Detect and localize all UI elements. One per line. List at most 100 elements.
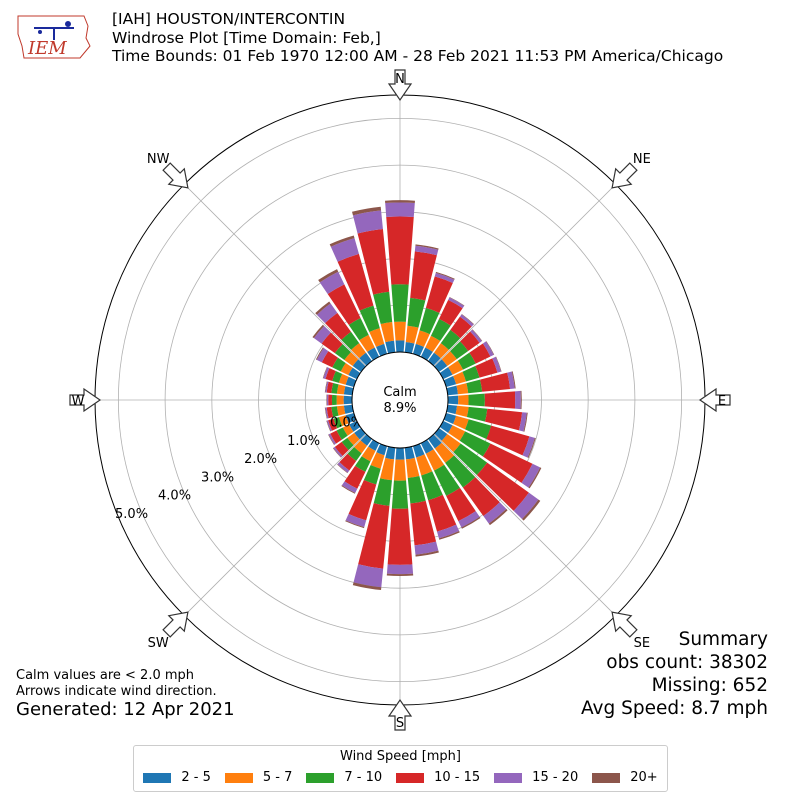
bar-180-5-7 <box>393 459 407 481</box>
bar-130-7-10 <box>453 443 488 475</box>
bar-260-2-5 <box>343 404 354 414</box>
bar-170-2-5 <box>404 446 415 460</box>
radial-tick-label: 0.0% <box>330 416 363 431</box>
legend-swatch <box>592 772 621 783</box>
bar-350-15-20 <box>352 210 383 234</box>
bar-100-7-10 <box>466 406 488 422</box>
bar-150-2-5 <box>420 439 434 454</box>
bar-0-2-5 <box>395 340 405 353</box>
bar-310-2-5 <box>352 359 366 372</box>
legend-item: 7 - 10 <box>306 770 382 785</box>
bar-80-5-7 <box>456 383 469 395</box>
bar-180-15-20 <box>386 564 414 575</box>
bar-20-5-7 <box>415 330 430 347</box>
bar-0-10-15 <box>386 216 414 285</box>
bar-80-2-5 <box>446 385 458 396</box>
radial-tick-labels: 0.0% 1.0% 2.0% 3.0% 4.0% 5.0% <box>115 416 363 522</box>
bar-170-15-20 <box>414 541 439 555</box>
bar-210-20+ <box>341 485 356 494</box>
legend-item: 15 - 20 <box>494 770 578 785</box>
bar-30-2-5 <box>420 347 433 361</box>
bar-190-5-7 <box>380 457 395 481</box>
bar-330-10-15 <box>327 284 361 325</box>
compass-label-S: S <box>396 716 404 731</box>
compass-arrow <box>698 387 731 413</box>
bar-340-5-7 <box>369 328 385 347</box>
bar-310-10-15 <box>321 332 343 354</box>
bar-30-20+ <box>449 296 465 306</box>
arrow-note: Arrows indicate wind direction. <box>16 684 217 699</box>
summary-missing: Missing: 652 <box>651 675 768 696</box>
compass-arrow <box>162 611 189 638</box>
bar-110-5-7 <box>453 415 469 430</box>
bar-110-20+ <box>527 437 536 459</box>
bar-130-15-20 <box>513 492 539 520</box>
legend-item: 2 - 5 <box>143 770 211 785</box>
bar-90-10-15 <box>484 391 516 409</box>
bar-340-10-15 <box>337 253 374 311</box>
bar-250-2-5 <box>345 412 357 424</box>
compass-arrow <box>387 698 413 731</box>
bar-240-15-20 <box>328 433 337 445</box>
bar-150-5-7 <box>425 449 445 471</box>
compass-label-SW: SW <box>148 636 169 651</box>
bar-40-15-20 <box>459 314 474 327</box>
bar-140-5-7 <box>434 442 455 463</box>
bar-40-5-7 <box>434 343 449 359</box>
grid-spoke <box>184 433 367 616</box>
bar-90-2-5 <box>447 395 459 405</box>
bar-20-2-5 <box>412 343 424 357</box>
summary-obs-count: obs count: 38302 <box>606 652 768 673</box>
bar-10-20+ <box>415 244 439 250</box>
bar-100-15-20 <box>518 412 527 432</box>
bar-190-20+ <box>352 582 382 591</box>
bar-30-5-7 <box>425 335 441 352</box>
bar-170-20+ <box>415 550 439 557</box>
bar-40-20+ <box>461 313 474 325</box>
bar-210-10-15 <box>344 465 366 489</box>
bar-270-10-15 <box>328 394 333 406</box>
bar-230-15-20 <box>333 446 343 458</box>
bar-280-15-20 <box>325 381 329 393</box>
bar-300-15-20 <box>316 347 329 363</box>
legend-label: 10 - 15 <box>434 770 481 785</box>
bar-110-15-20 <box>522 436 535 458</box>
summary-avg-speed: Avg Speed: 8.7 mph <box>580 698 768 719</box>
bar-300-20+ <box>315 347 324 360</box>
bar-40-7-10 <box>440 329 461 350</box>
bar-200-5-7 <box>370 452 385 469</box>
compass-arrow <box>387 69 413 102</box>
bar-350-20+ <box>352 206 382 216</box>
bar-300-2-5 <box>348 367 361 380</box>
bar-290-5-7 <box>338 373 349 385</box>
bar-320-15-20 <box>316 303 338 324</box>
bar-80-7-10 <box>466 379 483 394</box>
radial-tick-label: 2.0% <box>244 452 277 467</box>
bar-160-10-15 <box>428 494 457 532</box>
bar-190-7-10 <box>373 478 392 506</box>
bar-70-10-15 <box>475 358 498 378</box>
compass-arrow <box>69 387 102 413</box>
bar-120-15-20 <box>521 463 541 488</box>
bar-270-5-7 <box>336 395 344 405</box>
bar-250-10-15 <box>328 418 338 431</box>
bar-280-7-10 <box>331 382 339 394</box>
bar-70-20+ <box>495 356 502 372</box>
bar-270-7-10 <box>331 394 337 406</box>
calm-note: Calm values are < 2.0 mph <box>16 668 195 683</box>
bar-180-20+ <box>386 573 414 577</box>
bar-180-10-15 <box>387 508 413 565</box>
bar-40-2-5 <box>428 352 441 366</box>
bar-320-2-5 <box>359 352 372 366</box>
bar-0-7-10 <box>391 284 409 322</box>
bar-30-7-10 <box>430 318 451 342</box>
bar-130-20+ <box>521 499 541 521</box>
legend-swatch <box>494 772 523 783</box>
bar-260-15-20 <box>325 407 329 419</box>
bar-240-10-15 <box>330 430 342 444</box>
legend-item: 10 - 15 <box>396 770 480 785</box>
bar-260-10-15 <box>326 406 334 419</box>
compass-arrow <box>611 162 638 189</box>
bar-160-5-7 <box>416 454 433 476</box>
bar-220-15-20 <box>337 462 350 473</box>
